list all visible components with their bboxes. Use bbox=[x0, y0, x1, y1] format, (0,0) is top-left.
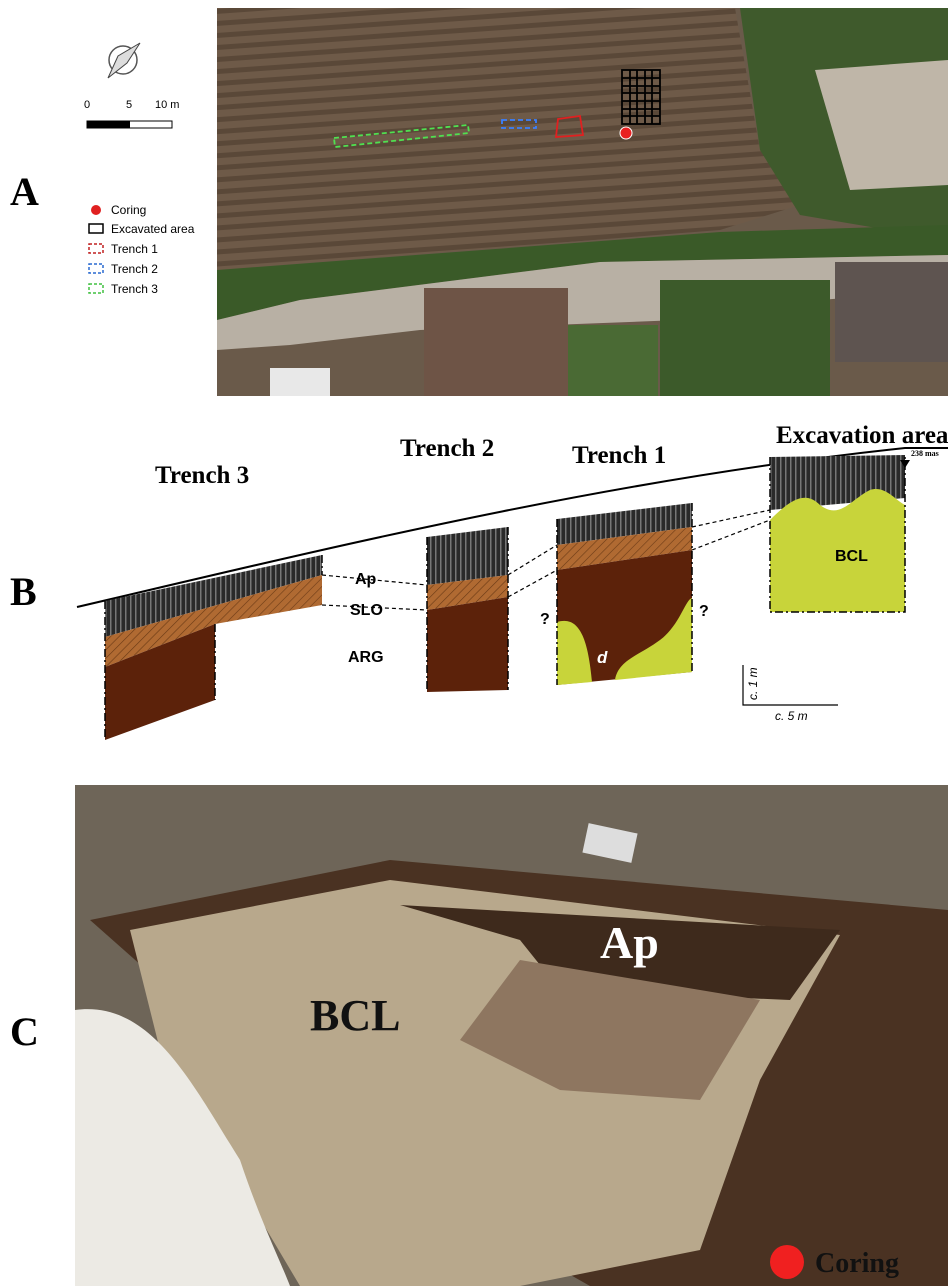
layer-correlation bbox=[321, 509, 771, 611]
scale-label: c. 5 m bbox=[775, 709, 808, 723]
layer-label: ARG bbox=[348, 649, 384, 666]
layer-label: Ap bbox=[355, 571, 377, 588]
road bbox=[217, 255, 948, 350]
ap-layer bbox=[427, 527, 508, 585]
darker-fill bbox=[460, 960, 760, 1100]
ap-layer bbox=[105, 555, 322, 637]
hedge bbox=[217, 225, 948, 320]
legend-swatch bbox=[88, 223, 104, 234]
legend-label: Coring bbox=[111, 203, 146, 217]
elevation-marker bbox=[900, 460, 910, 468]
ap-bench bbox=[400, 905, 840, 1000]
building bbox=[270, 368, 330, 396]
trench-label: Trench 1 bbox=[572, 442, 666, 469]
bcl-label: BCL bbox=[310, 991, 400, 1040]
legend-label: Trench 2 bbox=[111, 262, 158, 276]
aerial-map bbox=[217, 8, 948, 396]
bcl-label: BCL bbox=[835, 548, 868, 565]
scale-label: c. 1 m bbox=[746, 667, 760, 700]
slo-layer bbox=[427, 575, 508, 610]
panel-label: A bbox=[10, 169, 39, 214]
legend-label: Trench 3 bbox=[111, 282, 158, 296]
trench-edge bbox=[104, 455, 906, 740]
ap-layer bbox=[557, 503, 692, 545]
coring-marker bbox=[770, 1245, 804, 1279]
trench-3-outline bbox=[333, 124, 471, 148]
trench-label: Trench 3 bbox=[155, 462, 249, 489]
scale-tick: 5 bbox=[126, 99, 132, 111]
panel-label: C bbox=[10, 1009, 39, 1054]
house bbox=[424, 288, 568, 396]
legend-swatch bbox=[88, 263, 104, 274]
slo-layer bbox=[105, 575, 322, 667]
layer-label: SLO bbox=[350, 602, 383, 619]
yard bbox=[815, 60, 948, 190]
trench-1-outline bbox=[554, 114, 585, 138]
legend-label: Excavated area bbox=[111, 222, 195, 236]
excavation-photo bbox=[75, 785, 948, 1286]
scale-tick: 0 bbox=[84, 99, 90, 111]
legend-swatch bbox=[88, 243, 104, 254]
question-mark: ? bbox=[699, 603, 709, 620]
tarp bbox=[75, 1009, 290, 1286]
north-arrow bbox=[107, 42, 141, 79]
scale-tick: 10 m bbox=[155, 99, 179, 111]
question-mark: ? bbox=[540, 611, 550, 628]
d-label: d bbox=[597, 648, 608, 667]
elevation-label: 238 mas bbox=[911, 449, 939, 458]
legend-label: Trench 1 bbox=[111, 242, 158, 256]
bcl-pocket bbox=[557, 598, 692, 685]
trench-label: Excavation area bbox=[776, 422, 948, 449]
arg-layer bbox=[105, 624, 215, 740]
slo-layer bbox=[557, 527, 692, 570]
excavated-area-grid bbox=[621, 69, 661, 125]
legend-swatch bbox=[88, 283, 104, 294]
ap-label: Ap bbox=[600, 917, 659, 968]
panel-label: B bbox=[10, 569, 37, 614]
scale-lines bbox=[742, 665, 838, 706]
legend-swatch bbox=[91, 205, 101, 215]
cross-section bbox=[76, 447, 948, 740]
coring-label: Coring bbox=[815, 1248, 899, 1279]
house bbox=[835, 262, 948, 362]
coring-point bbox=[619, 126, 633, 140]
trench-label: Trench 2 bbox=[400, 435, 494, 462]
legend: Coring Excavated area Trench 1 Trench 2 … bbox=[88, 203, 195, 296]
trench-2-outline bbox=[501, 119, 537, 129]
sign bbox=[582, 823, 638, 863]
garden bbox=[568, 325, 658, 396]
trees bbox=[660, 280, 830, 396]
field bbox=[217, 8, 800, 270]
arg-layer bbox=[427, 597, 508, 692]
scale-bar bbox=[86, 120, 173, 129]
bcl-layer bbox=[770, 488, 905, 612]
